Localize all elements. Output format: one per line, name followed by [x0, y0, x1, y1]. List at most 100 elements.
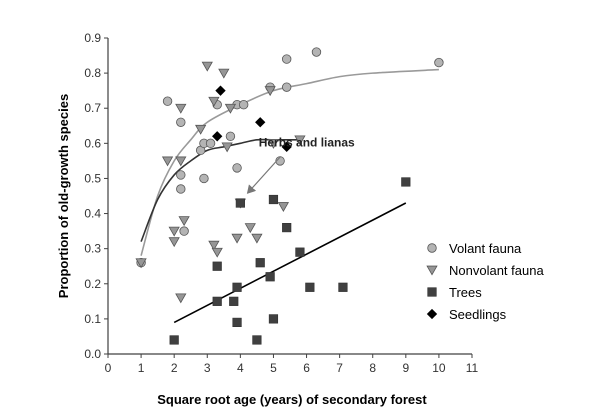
- nonvolant-fauna-point: [161, 156, 174, 167]
- seedlings-point: [212, 131, 223, 142]
- x-tick-label: 11: [466, 361, 479, 375]
- y-tick-label: 0.8: [84, 66, 101, 80]
- x-tick-label: 5: [270, 361, 277, 375]
- nonvolant-fauna-point: [244, 223, 256, 234]
- legend-label: Seedlings: [449, 307, 507, 322]
- nonvolant-fauna-point: [135, 258, 147, 269]
- seedlings-point: [255, 117, 266, 128]
- volant-fauna-point: [179, 226, 189, 236]
- legend: Volant fauna Nonvolant fauna Trees Seedling…: [426, 241, 544, 322]
- trees-point: [268, 314, 279, 324]
- x-tick-label: 1: [138, 361, 145, 375]
- data-points: [135, 47, 444, 345]
- trees-point: [212, 296, 222, 306]
- fit-curves: [140, 68, 439, 324]
- volant-fauna-point: [162, 96, 173, 106]
- nonvolant-fauna-point: [264, 86, 276, 97]
- fit-curve-2: [140, 138, 300, 242]
- volant-fauna-point: [281, 82, 292, 92]
- nonvolant-fauna-point: [224, 103, 237, 114]
- legend-label: Nonvolant fauna: [449, 263, 544, 278]
- nonvolant-fauna-point: [168, 226, 180, 237]
- volant-fauna-point: [225, 131, 236, 142]
- trees-point: [265, 272, 275, 282]
- nonvolant-fauna-point: [195, 124, 207, 135]
- trees-point: [282, 223, 292, 233]
- volant-fauna-point: [238, 100, 249, 110]
- nonvolant-fauna-point: [208, 96, 220, 107]
- nonvolant-fauna-point: [175, 293, 187, 304]
- nonvolant-fauna-point: [175, 156, 187, 167]
- y-tick-label: 0.0: [84, 347, 101, 361]
- y-tick-label: 0.1: [84, 312, 101, 326]
- y-tick-label: 0.5: [84, 171, 101, 185]
- trees-point: [229, 296, 239, 306]
- trees-point: [255, 258, 265, 268]
- trees-point: [235, 198, 245, 208]
- nonvolant-fauna-point: [168, 237, 180, 248]
- volant-fauna-point: [176, 117, 186, 127]
- annotations: Herbs and lianas: [246, 135, 355, 194]
- trees-point: [338, 282, 348, 292]
- legend-label: Volant fauna: [449, 241, 522, 256]
- nonvolant-fauna-point: [221, 142, 233, 153]
- x-tick-label: 10: [432, 361, 446, 375]
- trees-point: [232, 317, 242, 328]
- nonvolant-fauna-point: [251, 233, 263, 244]
- axes: 0 1 2 3 4 5 6 7 8 9 10 11 0.0 0.1 0.2 0.3 0.4 0.5 0.6 0.7 0.…: [84, 31, 478, 375]
- seedlings-point: [281, 141, 292, 153]
- trees-point: [401, 177, 411, 187]
- nonvolant-fauna-point: [218, 68, 230, 79]
- trees-point: [268, 194, 279, 205]
- nonvolant-fauna-point: [208, 240, 220, 251]
- nonvolant-fauna-point: [201, 61, 213, 72]
- trees-point: [232, 282, 242, 292]
- trees-point: [252, 335, 262, 345]
- annotation-label: Herbs and lianas: [259, 135, 355, 149]
- x-tick-label: 0: [105, 361, 112, 375]
- trees-point: [305, 282, 315, 292]
- volant-fauna-point: [281, 54, 292, 64]
- x-tick-label: 2: [171, 361, 178, 375]
- trees-point: [169, 335, 179, 345]
- seedlings-point: [215, 85, 226, 96]
- nonvolant-fauna-point: [175, 103, 187, 114]
- trees-point: [295, 247, 305, 257]
- x-axis-label: Square root age (years) of secondary for…: [157, 392, 427, 407]
- y-tick-label: 0.6: [84, 136, 101, 150]
- nonvolant-fauna-point: [178, 216, 190, 227]
- legend-marker: [426, 265, 438, 276]
- legend-label: Trees: [449, 285, 482, 300]
- x-tick-label: 6: [303, 361, 310, 375]
- nonvolant-fauna-point: [277, 202, 290, 213]
- legend-marker: [427, 287, 437, 297]
- y-tick-label: 0.4: [84, 207, 101, 221]
- volant-fauna-point: [176, 170, 186, 180]
- y-axis-label: Proportion of old-growth species: [56, 94, 71, 298]
- legend-marker: [426, 308, 438, 320]
- nonvolant-fauna-point: [211, 247, 223, 258]
- x-tick-label: 4: [237, 361, 244, 375]
- volant-fauna-point: [205, 138, 216, 149]
- legend-marker: [427, 243, 437, 253]
- volant-fauna-point: [232, 163, 242, 173]
- x-tick-label: 8: [369, 361, 376, 375]
- y-tick-label: 0.2: [84, 277, 101, 291]
- y-tick-label: 0.7: [84, 101, 101, 115]
- nonvolant-fauna-point: [267, 138, 280, 149]
- annotation-arrow: [246, 155, 282, 194]
- x-tick-label: 3: [204, 361, 211, 375]
- volant-fauna-point: [434, 57, 444, 68]
- nonvolant-fauna-point: [294, 135, 306, 146]
- x-tick-label: 9: [402, 361, 409, 375]
- trees-point: [212, 261, 222, 271]
- nonvolant-fauna-point: [231, 233, 243, 244]
- volant-fauna-point: [199, 173, 209, 184]
- y-tick-label: 0.9: [84, 31, 101, 45]
- volant-fauna-point: [311, 47, 322, 57]
- y-tick-label: 0.3: [84, 242, 101, 256]
- x-tick-label: 7: [336, 361, 343, 375]
- fit-curve-3: [173, 202, 407, 324]
- volant-fauna-point: [176, 184, 186, 194]
